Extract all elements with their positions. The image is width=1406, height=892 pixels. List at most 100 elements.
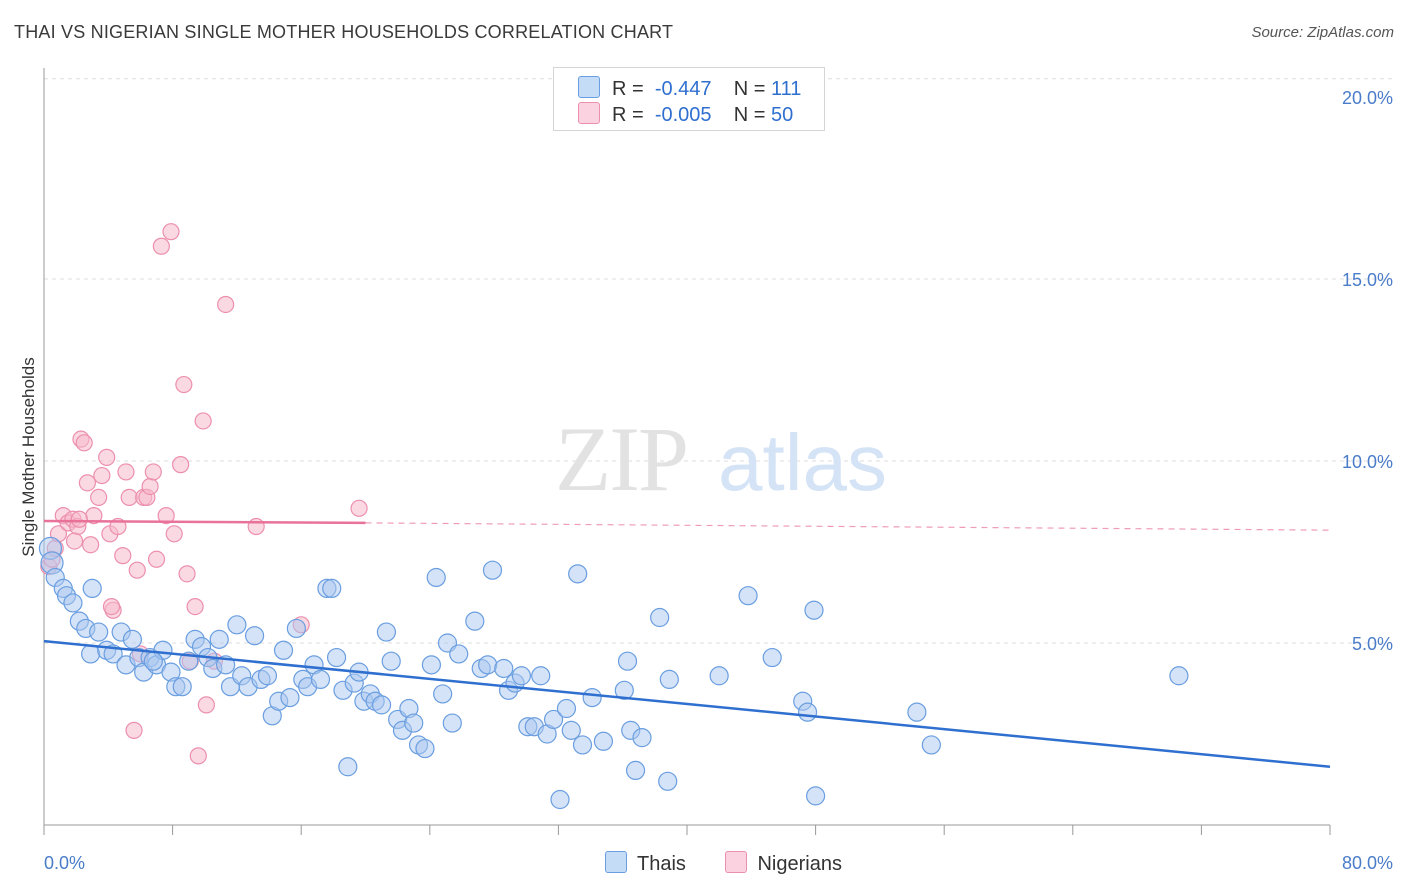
thai-point (209, 629, 229, 649)
nigerian-point (78, 474, 97, 492)
nigerian-point (247, 517, 265, 536)
thai-point (63, 593, 83, 613)
thai-point (568, 564, 588, 584)
nigerian-point (217, 295, 235, 314)
nigerian-point (197, 696, 215, 714)
thai-point (762, 647, 782, 668)
thai-point (326, 647, 347, 668)
nigerians-trend-line (43, 519, 366, 525)
thai-point (1169, 666, 1189, 686)
thai-point (338, 757, 358, 777)
data-points (38, 223, 1189, 810)
nigerian-point (194, 412, 212, 430)
legend-row-thais: R = -0.447 N = 111 (578, 76, 801, 102)
n-value-thais: 111 (771, 78, 802, 100)
thai-point (381, 651, 401, 671)
nigerian-point (162, 223, 180, 241)
nigerian-point (82, 536, 100, 554)
chart-title: THAI VS NIGERIAN SINGLE MOTHER HOUSEHOLD… (14, 22, 674, 42)
thai-point (310, 669, 331, 690)
legend-row-nigerians: R = -0.005 N = 50 (578, 102, 793, 128)
legend-item-nigerians[interactable]: Nigerians (725, 851, 842, 876)
nigerian-point (93, 466, 111, 485)
grid-lines (44, 78, 1392, 644)
nigerian-point (102, 597, 121, 616)
nigerian-point (189, 747, 207, 765)
thai-point (442, 713, 462, 733)
n-value-nigerians: 50 (771, 104, 794, 126)
axes (43, 68, 1331, 835)
watermark: ZIP atlas (555, 408, 887, 510)
thai-point (81, 644, 101, 664)
thai-point (511, 666, 532, 686)
thai-point (273, 640, 294, 660)
thais-trend-line (43, 639, 1331, 769)
thai-point (632, 728, 652, 748)
thai-point (614, 680, 634, 700)
thai-point (322, 578, 342, 599)
thai-point (550, 789, 570, 810)
thai-point (738, 586, 758, 606)
tick-labels: 5.0% 10.0% 15.0% 20.0% 0.0% 80.0% (44, 88, 1393, 873)
nigerian-point (175, 375, 193, 394)
nigerian-point (141, 477, 159, 496)
nigerian-point (172, 456, 190, 474)
r-label: R = (612, 78, 644, 100)
nigerian-point (90, 488, 108, 506)
thai-point (709, 666, 729, 686)
nigerians-swatch (725, 851, 748, 873)
x-tick-label: 0.0% (44, 853, 85, 873)
nigerian-point (157, 506, 175, 525)
nigerian-point (178, 565, 196, 583)
y-tick-label: 5.0% (1352, 634, 1393, 654)
thai-point (907, 702, 927, 722)
thai-point (244, 626, 265, 646)
thai-point (257, 666, 278, 686)
nigerian-point (120, 488, 138, 506)
legend-item-thais[interactable]: Thais (605, 851, 686, 876)
thai-point (572, 735, 593, 755)
r-value-thais: -0.447 (654, 78, 712, 100)
thai-point (280, 687, 300, 708)
thai-point (625, 760, 646, 781)
thai-point (465, 611, 485, 631)
y-tick-label: 15.0% (1342, 270, 1393, 290)
n-label: N = (733, 78, 766, 100)
thai-point (593, 731, 614, 751)
thai-point (478, 655, 498, 675)
thai-point (804, 600, 824, 620)
nigerian-point (186, 597, 204, 616)
thai-point (433, 684, 453, 704)
thais-swatch (605, 851, 627, 873)
nigerian-point (350, 499, 368, 517)
thai-point (561, 720, 581, 740)
r-label: R = (612, 104, 644, 126)
thai-point (805, 786, 826, 806)
thai-point (172, 677, 192, 697)
thai-point (543, 709, 564, 730)
watermark-zip: ZIP (555, 408, 687, 510)
watermark-atlas: atlas (718, 418, 887, 507)
thai-point (426, 567, 446, 588)
y-tick-label: 20.0% (1342, 88, 1393, 108)
thai-point (650, 607, 670, 628)
nigerian-point (65, 532, 84, 550)
nigerian-point (147, 550, 166, 568)
legend-label-nigerians: Nigerians (757, 853, 842, 875)
thai-point (371, 695, 392, 715)
thai-point (286, 618, 306, 639)
thai-point (376, 622, 396, 642)
thai-point (494, 658, 514, 679)
thai-point (404, 713, 424, 733)
correlation-legend: R = -0.447 N = 111 R = -0.005 N = 50 (553, 67, 825, 131)
thai-point (122, 629, 143, 649)
thai-point (89, 622, 109, 642)
trend-lines (43, 519, 1331, 769)
nigerian-point (144, 463, 162, 481)
thai-point (421, 655, 442, 675)
nigerian-point (114, 547, 132, 565)
thai-point (921, 735, 941, 755)
thai-point (556, 698, 577, 719)
thai-point (582, 687, 602, 708)
